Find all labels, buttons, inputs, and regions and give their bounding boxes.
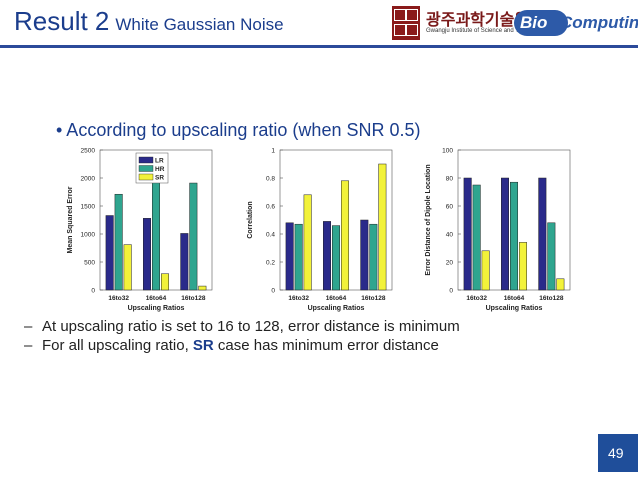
- chart-error-distance-svg: 0 20 40 60 80 100 16to32 16to64 16to128 Upscaling…: [425, 148, 571, 312]
- y-tick-label: 0.8: [266, 176, 275, 183]
- chart-mse: 0 500 1000 1500 2000 2500 16to32 16to64 16to128 U…: [50, 140, 220, 325]
- x-tick-label: 16to128: [181, 295, 206, 302]
- bio-logo-part1: Bio: [520, 13, 548, 32]
- bar-lr: [285, 222, 294, 291]
- bar-sr: [123, 244, 132, 291]
- legend-swatch: [138, 173, 154, 181]
- y-tick-label: 0: [91, 288, 95, 295]
- y-tick-label: 80: [446, 176, 454, 183]
- x-tick-label: 16to32: [108, 295, 129, 302]
- bar-sr: [519, 242, 527, 291]
- gist-logo-korean: 광주과학기술원: [426, 12, 530, 29]
- bullet-point: • According to upscaling ratio (when SNR…: [56, 120, 421, 140]
- y-tick-label: 0.2: [266, 260, 275, 267]
- bar-hr: [114, 193, 123, 291]
- y-tick-label: 100: [442, 148, 453, 155]
- y-tick-label: 1500: [81, 204, 96, 211]
- subtitle-text: White Gaussian Noise: [115, 15, 284, 34]
- chart-correlation-svg: 0 0.2 0.4 0.6 0.8 1 16to32 16to64 16to128 Upscali…: [247, 148, 393, 312]
- bar-sr: [303, 194, 312, 291]
- slide-header: Result 2 White Gaussian Noise 광주과학기술원 Gwa…: [0, 0, 638, 48]
- bar-sr: [161, 273, 169, 291]
- y-tick-label: 20: [446, 260, 454, 267]
- bar-sr: [341, 180, 349, 291]
- bar-hr: [510, 181, 518, 291]
- chart-mse-svg: 0 500 1000 1500 2000 2500 16to32 16to64 16to128 U…: [67, 148, 213, 312]
- bar-hr: [369, 223, 378, 291]
- chart-error-distance: 0 20 40 60 80 100 16to32 16to64 16to128 Upscaling…: [408, 140, 578, 325]
- note-text-bold: SR: [192, 337, 214, 354]
- y-axis-label: Correlation: [247, 201, 254, 238]
- bar-lr: [105, 215, 114, 291]
- x-tick-label: 16to128: [361, 295, 386, 302]
- note-text-post: case has minimum error distance: [213, 337, 439, 354]
- y-tick-label: 1: [271, 148, 275, 155]
- y-tick-label: 2500: [81, 148, 96, 155]
- y-tick-label: 0.4: [266, 232, 275, 239]
- bar-hr: [547, 222, 556, 291]
- title-text: Result 2: [14, 6, 110, 36]
- x-tick-label: 16to32: [288, 295, 309, 302]
- y-tick-label: 0.6: [266, 204, 275, 211]
- x-tick-label: 16to64: [326, 295, 347, 302]
- y-tick-label: 60: [446, 204, 454, 211]
- page-number: 49: [608, 445, 624, 461]
- bar-sr: [198, 285, 207, 291]
- bar-lr: [180, 233, 189, 291]
- note-item: – For all upscaling ratio, SR case has mi…: [24, 337, 460, 354]
- y-tick-label: 0: [271, 288, 275, 295]
- note-item: – At upscaling ratio is set to 16 to 128,…: [24, 318, 460, 335]
- legend-swatch: [138, 165, 154, 172]
- bar-hr: [294, 223, 303, 291]
- y-tick-label: 2000: [81, 176, 96, 183]
- note-text-pre: For all upscaling ratio,: [42, 337, 193, 354]
- bar-lr: [360, 219, 369, 291]
- bar-sr: [378, 163, 387, 291]
- bar-lr: [538, 177, 547, 291]
- note-dash: –: [24, 337, 33, 354]
- notes-list: – At upscaling ratio is set to 16 to 128,…: [24, 318, 460, 356]
- bar-lr: [463, 177, 472, 291]
- bar-hr: [332, 225, 340, 291]
- y-tick-label: 500: [84, 260, 95, 267]
- x-axis-label: Upscaling Ratios: [128, 305, 185, 312]
- note-dash: –: [24, 318, 33, 335]
- x-tick-label: 16to128: [539, 295, 564, 302]
- legend-label: HR: [155, 166, 165, 173]
- bar-sr: [481, 250, 490, 291]
- legend-label: LR: [155, 158, 164, 165]
- header-divider: [0, 45, 638, 48]
- legend-swatch: [138, 156, 154, 164]
- bar-sr: [556, 278, 565, 291]
- y-tick-label: 40: [446, 232, 454, 239]
- y-tick-label: 0: [449, 288, 453, 295]
- gist-logo-icon: [392, 6, 420, 40]
- bar-hr: [189, 182, 198, 291]
- chart-correlation: 0 0.2 0.4 0.6 0.8 1 16to32 16to64 16to128 Upscali…: [230, 140, 400, 325]
- page-number-tab: 49: [598, 434, 638, 472]
- x-tick-label: 16to64: [146, 295, 167, 302]
- x-tick-label: 16to64: [504, 295, 525, 302]
- bar-lr: [323, 221, 331, 291]
- legend-label: SR: [155, 175, 164, 182]
- note-text: At upscaling ratio is set to 16 to 128, …: [42, 318, 460, 335]
- slide-title: Result 2 White Gaussian Noise: [14, 6, 284, 37]
- bar-hr: [152, 165, 160, 291]
- bar-lr: [143, 218, 151, 291]
- y-axis-label: Mean Squared Error: [67, 186, 74, 253]
- x-axis-label: Upscaling Ratios: [308, 305, 365, 312]
- x-axis-label: Upscaling Ratios: [486, 305, 543, 312]
- biocomputing-logo: Bio Computing: [514, 10, 638, 36]
- gist-logo-english: Gwangju Institute of Science and Technol…: [426, 28, 546, 34]
- y-axis-label: Error Distance of Dipole Location: [425, 164, 432, 275]
- x-tick-label: 16to32: [466, 295, 487, 302]
- bio-logo-part2: Computing: [560, 13, 638, 32]
- bar-hr: [472, 184, 481, 291]
- bio-logo-circle: [514, 10, 568, 36]
- bar-lr: [501, 177, 509, 291]
- y-tick-label: 1000: [81, 232, 96, 239]
